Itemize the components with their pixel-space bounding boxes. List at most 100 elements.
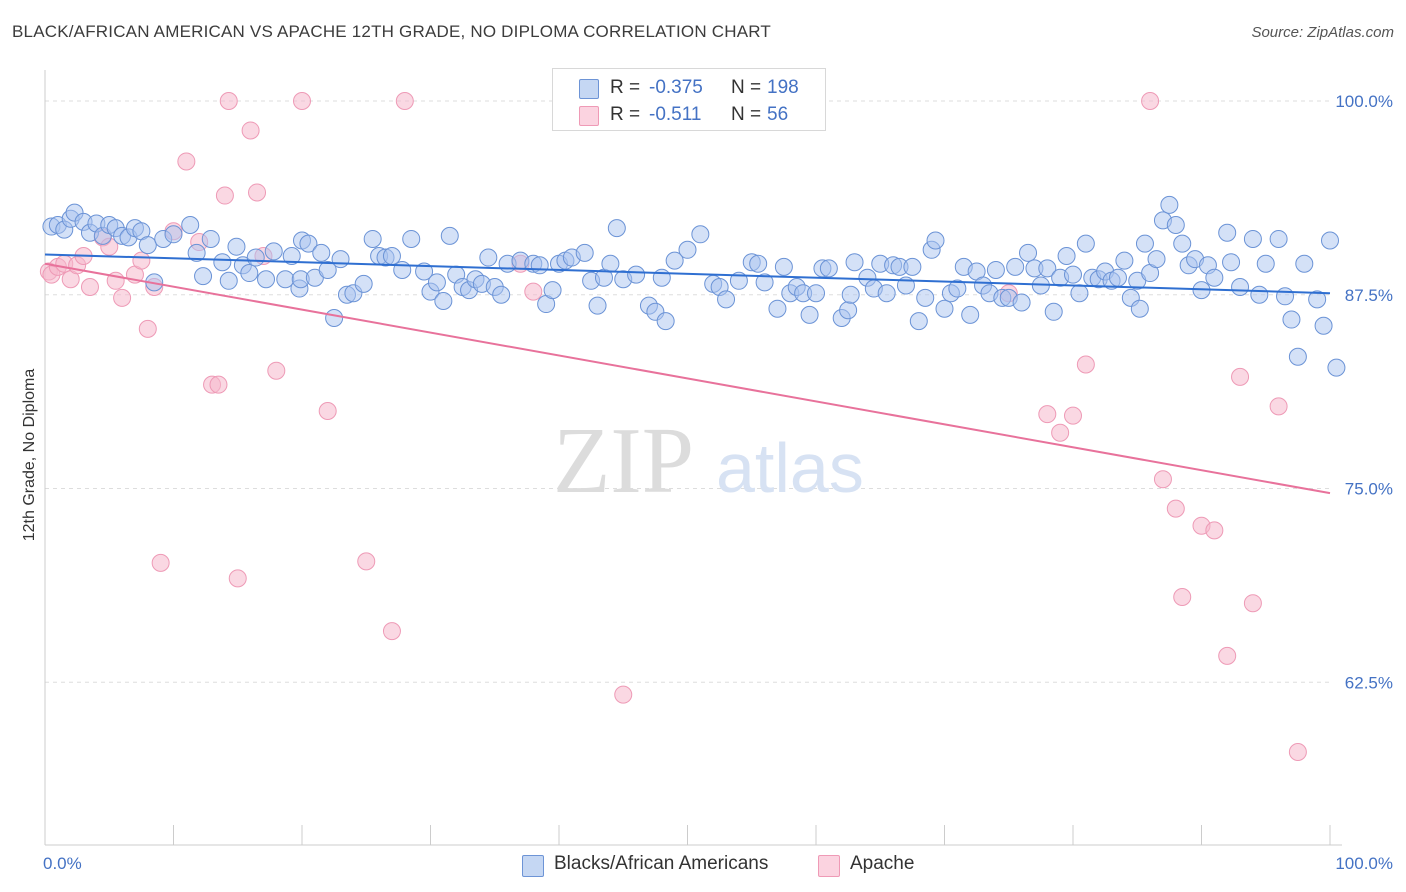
- black-point: [1108, 268, 1127, 287]
- apache-point: [395, 92, 414, 110]
- y-tick-label: 75.0%: [1345, 480, 1393, 499]
- apache-point: [1243, 594, 1262, 613]
- black-point: [1070, 284, 1089, 303]
- legend-n-label: N =: [731, 77, 762, 98]
- legend-r-label: R =: [610, 77, 641, 98]
- apache-point: [113, 288, 132, 307]
- series-legend: Blacks/African Americans Apache: [0, 852, 1406, 880]
- apache-point: [1153, 470, 1172, 489]
- black-point: [354, 274, 373, 293]
- black-point: [627, 265, 646, 284]
- chart-title: BLACK/AFRICAN AMERICAN VS APACHE 12TH GR…: [12, 22, 771, 41]
- legend-swatch-black: [522, 855, 544, 877]
- black-point: [916, 288, 935, 307]
- black-point: [1314, 316, 1333, 335]
- legend-label-black: Blacks/African Americans: [554, 853, 769, 874]
- black-point: [1327, 358, 1346, 377]
- black-point: [1231, 278, 1250, 296]
- black-point: [845, 253, 864, 272]
- black-point: [800, 305, 819, 324]
- black-point: [1243, 229, 1262, 248]
- apache-points: [39, 92, 1307, 761]
- grid-lines: [45, 100, 1330, 683]
- black-point: [331, 250, 350, 269]
- black-point: [1166, 216, 1185, 234]
- apache-point: [151, 553, 170, 572]
- black-point: [1321, 231, 1339, 250]
- legend-r-value: -0.375: [649, 77, 703, 98]
- black-trend-line: [44, 253, 1331, 295]
- apache-point: [241, 121, 260, 140]
- black-points: [42, 195, 1346, 377]
- apache-point: [382, 622, 401, 641]
- black-point: [440, 226, 459, 245]
- black-point: [382, 247, 401, 265]
- black-point: [415, 262, 434, 281]
- black-point: [1115, 251, 1134, 270]
- black-point: [393, 260, 412, 279]
- apache-point: [1166, 499, 1185, 518]
- black-point: [1076, 234, 1095, 253]
- black-point: [1205, 268, 1224, 287]
- black-point: [1006, 257, 1025, 276]
- legend-swatch-apache: [579, 106, 599, 126]
- x-tick-label: 100.0%: [1335, 854, 1393, 873]
- black-point: [986, 260, 1005, 279]
- x-tick-label: 0.0%: [43, 854, 82, 873]
- black-point: [363, 229, 382, 248]
- legend-n-value: 198: [767, 77, 799, 98]
- black-point: [729, 271, 748, 290]
- apache-point: [209, 375, 228, 394]
- legend-row-apache: R = -0.511 N = 56: [553, 102, 825, 128]
- apache-point: [132, 251, 151, 270]
- black-point: [138, 236, 157, 255]
- legend-r-label: R =: [610, 104, 641, 125]
- black-point: [213, 253, 232, 272]
- black-point: [1218, 223, 1237, 242]
- black-point: [201, 229, 220, 248]
- black-point: [1044, 302, 1063, 321]
- axes: [44, 70, 1342, 846]
- black-point: [1147, 250, 1166, 269]
- apache-point: [1269, 397, 1288, 416]
- black-point: [240, 264, 259, 283]
- black-point: [227, 237, 246, 256]
- black-point: [961, 305, 980, 324]
- black-point: [819, 259, 838, 278]
- black-point: [926, 231, 945, 250]
- black-point: [948, 279, 967, 298]
- black-point: [1282, 310, 1301, 329]
- black-point: [656, 312, 675, 331]
- black-point: [575, 243, 594, 262]
- black-point: [402, 229, 421, 248]
- black-point: [325, 309, 344, 327]
- black-point: [1130, 299, 1149, 318]
- black-point: [1250, 285, 1269, 304]
- black-point: [427, 273, 446, 292]
- watermark-atlas: atlas: [716, 429, 864, 507]
- black-point: [607, 219, 626, 238]
- legend-swatch-black: [579, 79, 599, 99]
- watermark-zip: ZIP: [553, 409, 694, 513]
- apache-point: [228, 569, 247, 588]
- black-point: [1308, 290, 1327, 309]
- y-tick-label: 100.0%: [1335, 92, 1393, 111]
- apache-point: [219, 92, 238, 110]
- apache-point: [1038, 405, 1057, 424]
- black-point: [841, 285, 860, 304]
- apache-point: [1173, 588, 1192, 606]
- black-point: [877, 284, 896, 303]
- black-point: [1135, 234, 1154, 253]
- black-point: [588, 296, 607, 315]
- y-axis-label: 12th Grade, No Diploma: [21, 369, 38, 542]
- black-point: [678, 240, 697, 259]
- black-point: [434, 291, 453, 310]
- tick-labels: 100.0% 87.5% 75.0% 62.5% 0.0% 100.0%: [43, 92, 1393, 873]
- black-point: [909, 312, 928, 331]
- black-point: [1019, 243, 1038, 262]
- black-point: [755, 273, 774, 292]
- black-point: [1288, 347, 1307, 366]
- legend-swatch-apache: [818, 855, 840, 877]
- black-point: [601, 254, 620, 273]
- black-point: [807, 284, 825, 303]
